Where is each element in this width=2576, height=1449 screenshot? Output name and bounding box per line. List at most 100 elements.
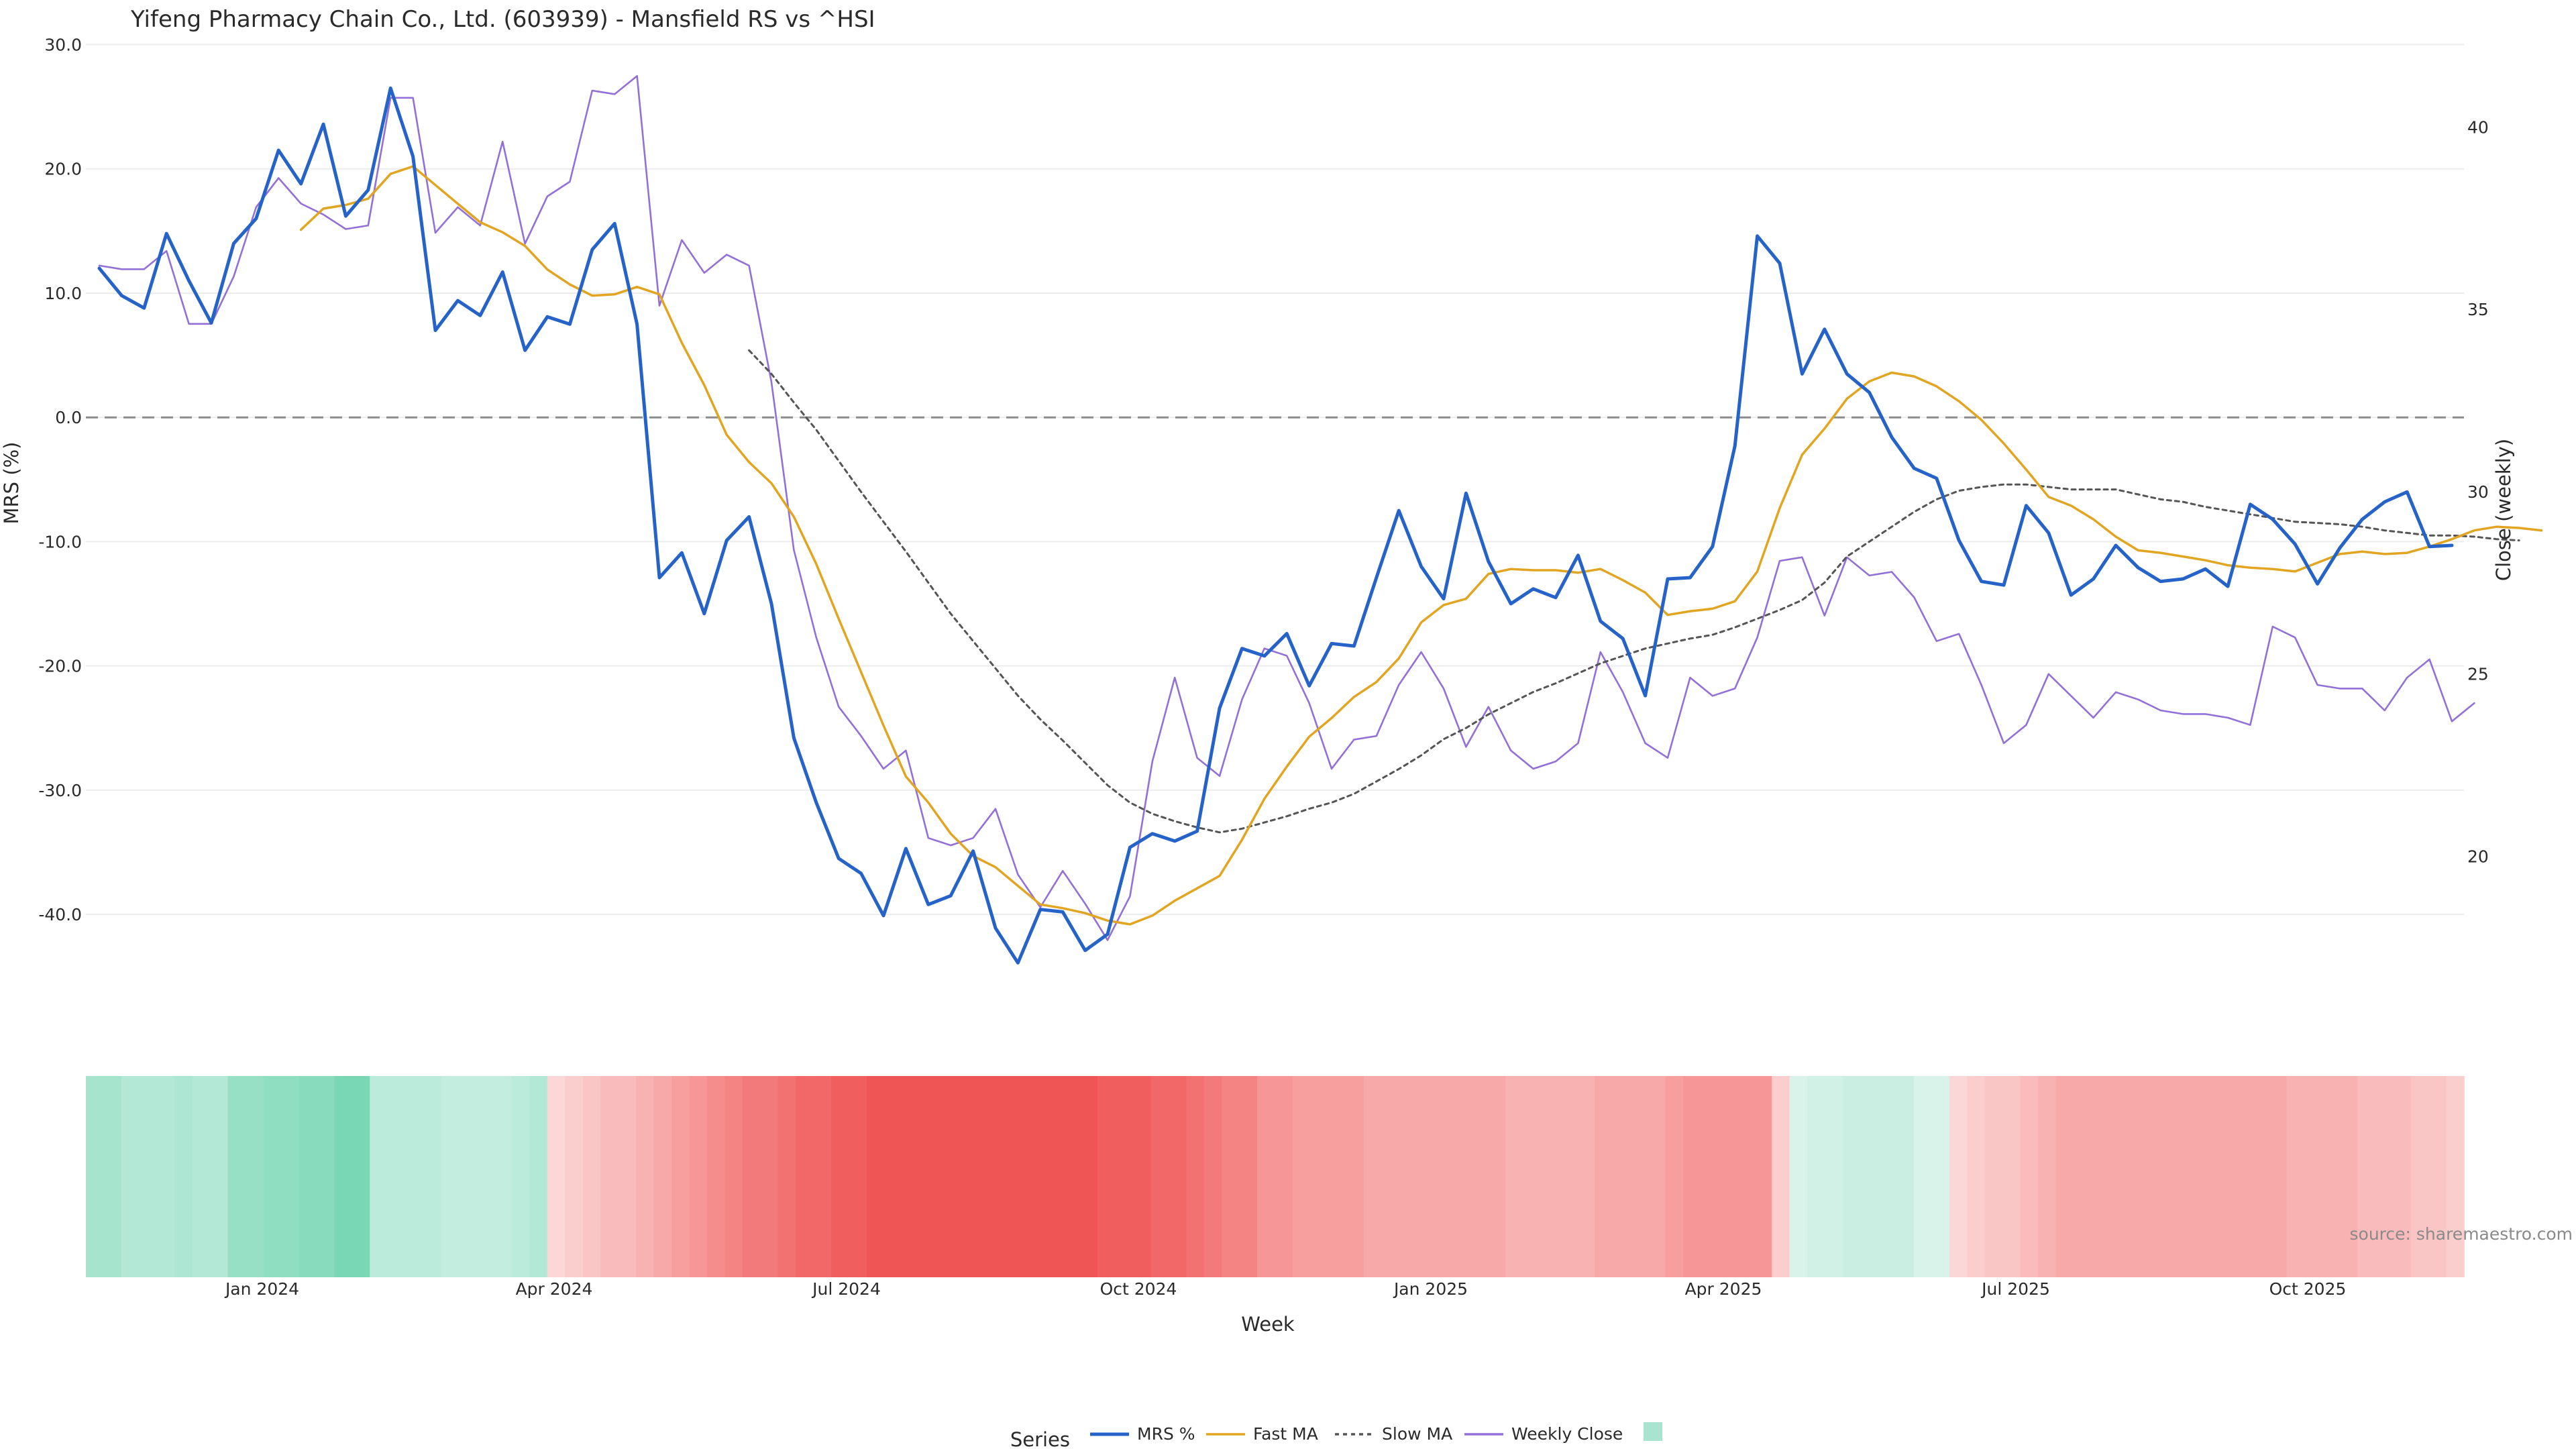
heat-cell	[476, 1076, 495, 1277]
x-tick-label: Jul 2025	[1980, 1279, 2050, 1299]
heat-cell	[1594, 1076, 1613, 1277]
heat-cell	[831, 1076, 850, 1277]
y2-axis-title: Close (weekly)	[2492, 439, 2515, 581]
heat-cell	[600, 1076, 619, 1277]
y-tick-label: -10.0	[38, 532, 82, 551]
heat-cell	[1470, 1076, 1489, 1277]
heat-cell	[2357, 1076, 2376, 1277]
heat-cell	[511, 1076, 531, 1277]
heat-cell	[1984, 1076, 2003, 1277]
heat-cell	[139, 1076, 158, 1277]
y-tick-label: -30.0	[38, 781, 82, 800]
x-axis-ticks: Jan 2024 Apr 2024 Jul 2024 Oct 2024 Jan 2025…	[224, 1279, 2346, 1299]
heat-cell	[1275, 1076, 1293, 1277]
heat-cell	[991, 1076, 1010, 1277]
heat-cell	[920, 1076, 938, 1277]
heat-cell	[1079, 1076, 1098, 1277]
heat-cell	[2233, 1076, 2252, 1277]
heat-cell	[1203, 1076, 1222, 1277]
heat-cell	[2038, 1076, 2057, 1277]
legend: Series MRS % Fast MA Slow MA Weekly Close	[1010, 1422, 1662, 1449]
legend-label: MRS %	[1137, 1424, 1195, 1444]
heat-cell	[884, 1076, 903, 1277]
x-tick-label: Apr 2024	[516, 1279, 593, 1299]
heat-cell	[902, 1076, 921, 1277]
heat-cell	[156, 1076, 176, 1277]
series-line-weekly-close	[98, 74, 2475, 941]
heat-cell	[777, 1076, 797, 1277]
heat-cell	[1310, 1076, 1329, 1277]
heat-cell	[529, 1076, 548, 1277]
heat-cell	[1612, 1076, 1631, 1277]
heat-cell	[1913, 1076, 1933, 1277]
heat-cell	[689, 1076, 708, 1277]
heat-cell	[1878, 1076, 1897, 1277]
heat-cell	[2108, 1076, 2128, 1277]
y2-tick-label: 25	[2467, 665, 2489, 684]
heat-cell	[2268, 1076, 2288, 1277]
heat-cell	[1434, 1076, 1453, 1277]
x-tick-label: Jan 2024	[224, 1279, 299, 1299]
heat-cell	[1807, 1076, 1826, 1277]
heat-cell	[1222, 1076, 1240, 1277]
heat-cell	[1487, 1076, 1507, 1277]
heat-cell	[174, 1076, 193, 1277]
heat-cell	[1843, 1076, 1862, 1277]
relative-strength-heat-strip	[86, 1076, 2465, 1277]
heat-cell	[121, 1076, 140, 1277]
heat-cell	[192, 1076, 211, 1277]
left-axis-ticks: 30.0 20.0 10.0 0.0 -10.0 -20.0 -30.0 -40.0	[38, 36, 82, 925]
heat-cell	[1541, 1076, 1560, 1277]
heat-cell	[1701, 1076, 1719, 1277]
y2-tick-label: 30	[2467, 482, 2489, 502]
heat-cell	[2198, 1076, 2216, 1277]
heat-cell	[1648, 1076, 1666, 1277]
heat-cell	[672, 1076, 690, 1277]
heat-cell	[1949, 1076, 1968, 1277]
heat-cell	[724, 1076, 743, 1277]
heat-cell	[2339, 1076, 2359, 1277]
heat-cell	[2322, 1076, 2341, 1277]
heat-cell	[1097, 1076, 1116, 1277]
heat-cell	[582, 1076, 602, 1277]
legend-title: Series	[1010, 1428, 1070, 1449]
heat-cell	[1558, 1076, 1578, 1277]
heat-cell	[653, 1076, 672, 1277]
heat-cell	[1860, 1076, 1879, 1277]
x-tick-label: Oct 2025	[2269, 1279, 2347, 1299]
heat-cell	[2428, 1076, 2447, 1277]
x-tick-label: Jan 2025	[1393, 1279, 1468, 1299]
heat-cell	[2162, 1076, 2181, 1277]
chart-title: Yifeng Pharmacy Chain Co., Ltd. (603939)…	[130, 6, 875, 33]
heat-cell	[2091, 1076, 2110, 1277]
series-layer	[97, 74, 2543, 965]
heat-cell	[1399, 1076, 1417, 1277]
heat-cell	[1576, 1076, 1595, 1277]
heat-cell	[1328, 1076, 1347, 1277]
heat-cell	[1931, 1076, 1950, 1277]
heat-cell	[867, 1076, 885, 1277]
x-axis-title: Week	[1241, 1313, 1295, 1336]
heat-cell	[1292, 1076, 1311, 1277]
heat-cell	[494, 1076, 513, 1277]
heat-cell	[2127, 1076, 2145, 1277]
y-tick-label: 30.0	[44, 36, 82, 55]
heat-cell	[1115, 1076, 1134, 1277]
series-line-slow-ma	[748, 349, 2520, 834]
y-tick-label: 20.0	[44, 160, 82, 179]
heat-cell	[636, 1076, 655, 1277]
y-tick-label: -20.0	[38, 657, 82, 676]
heat-cell	[1967, 1076, 1986, 1277]
heat-cell	[2410, 1076, 2429, 1277]
heat-cell	[210, 1076, 229, 1277]
heat-cell	[706, 1076, 726, 1277]
heat-cell	[1026, 1076, 1045, 1277]
series-line-mrs	[97, 86, 2454, 965]
heat-cell	[1754, 1076, 1773, 1277]
heat-cell	[618, 1076, 637, 1277]
y-tick-label: -40.0	[38, 905, 82, 924]
right-axis-ticks: 40 35 30 25 20	[2467, 117, 2489, 866]
heat-cell	[1346, 1076, 1364, 1277]
heat-cell	[1132, 1076, 1152, 1277]
